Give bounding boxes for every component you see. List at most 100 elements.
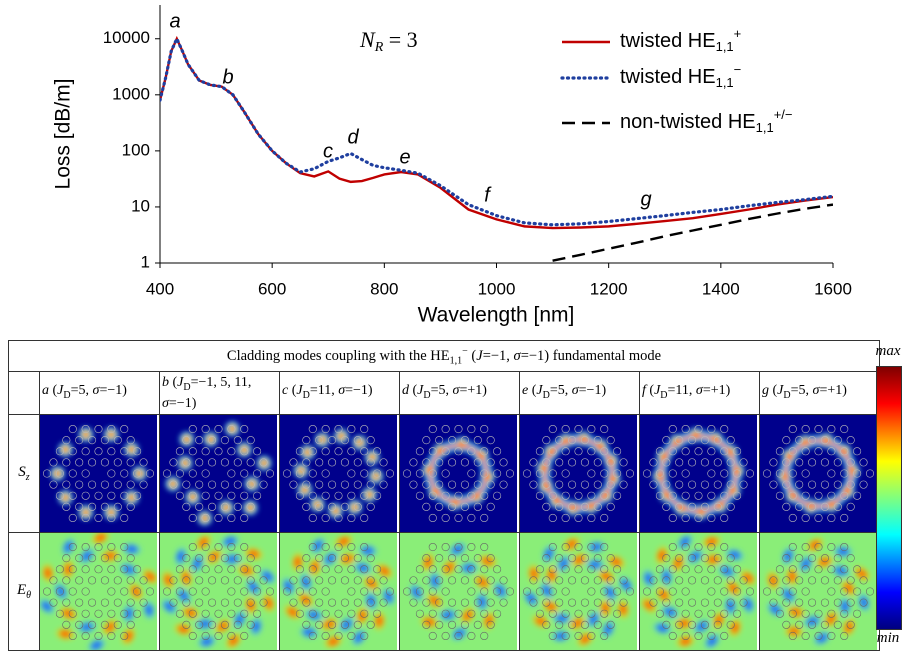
air-hole <box>188 565 197 574</box>
air-hole <box>94 609 103 618</box>
air-hole <box>454 491 463 500</box>
air-hole <box>833 576 842 585</box>
air-hole <box>808 598 817 607</box>
air-hole <box>859 576 868 585</box>
air-hole <box>801 543 810 552</box>
air-hole <box>814 631 823 640</box>
air-hole <box>720 587 729 596</box>
field-halo <box>421 553 435 572</box>
text-part: θ <box>26 590 32 601</box>
field-halo <box>308 558 322 577</box>
field-map <box>760 533 877 650</box>
air-hole <box>195 502 204 511</box>
air-hole <box>688 598 697 607</box>
air-hole <box>81 425 90 434</box>
y-tick-label: 10 <box>131 196 150 215</box>
air-hole <box>486 554 495 563</box>
air-hole <box>253 491 262 500</box>
air-hole <box>473 480 482 489</box>
air-hole <box>795 576 804 585</box>
air-hole <box>606 554 615 563</box>
air-hole <box>460 576 469 585</box>
air-hole <box>726 620 735 629</box>
air-hole <box>240 513 249 522</box>
field-blob <box>83 431 89 438</box>
air-hole <box>94 513 103 522</box>
air-hole <box>328 458 337 467</box>
air-hole <box>720 543 729 552</box>
air-hole <box>360 425 369 434</box>
text-part: f <box>642 383 646 399</box>
air-hole <box>788 469 797 478</box>
text-part: J <box>57 383 64 399</box>
air-hole <box>100 620 109 629</box>
air-hole <box>762 469 772 478</box>
air-hole <box>214 543 223 552</box>
air-hole <box>373 587 382 596</box>
air-hole <box>840 631 849 640</box>
air-hole <box>81 631 90 640</box>
air-hole <box>568 598 577 607</box>
field-cell <box>39 414 160 533</box>
air-hole <box>435 554 444 563</box>
air-hole <box>846 620 855 629</box>
nr-label: NR = 3 <box>359 27 418 55</box>
air-hole <box>42 469 52 478</box>
air-hole <box>169 458 178 467</box>
legend-name: twisted HE <box>620 30 716 52</box>
air-hole <box>315 598 324 607</box>
series-line <box>552 203 833 262</box>
field-blob <box>229 426 236 432</box>
air-hole <box>120 587 129 596</box>
air-hole <box>55 491 64 500</box>
text-part: c <box>282 383 289 399</box>
air-hole <box>726 576 735 585</box>
field-halo <box>661 605 679 619</box>
text-part: σ <box>338 383 346 399</box>
air-hole <box>182 554 191 563</box>
air-hole <box>480 565 489 574</box>
air-hole <box>328 576 337 585</box>
air-hole <box>655 469 664 478</box>
air-hole <box>182 502 191 511</box>
series-line <box>160 34 833 227</box>
peak-label: d <box>347 126 359 148</box>
air-hole <box>688 576 697 585</box>
legend-name: non-twisted HE <box>620 111 756 133</box>
air-hole <box>175 491 184 500</box>
air-hole <box>289 576 298 585</box>
air-hole <box>75 502 84 511</box>
air-hole <box>720 491 729 500</box>
air-hole <box>441 609 450 618</box>
field-cell <box>399 532 520 651</box>
field-halo <box>61 538 76 556</box>
air-hole <box>827 469 836 478</box>
air-hole <box>675 502 684 511</box>
air-hole <box>662 598 671 607</box>
air-hole <box>662 502 671 511</box>
air-hole <box>308 469 317 478</box>
air-hole <box>113 502 122 511</box>
field-background <box>280 533 397 650</box>
column-header: g (JD=5, σ=+1) <box>759 371 880 415</box>
air-hole <box>55 609 64 618</box>
field-halo <box>381 587 396 606</box>
text-part: z <box>25 472 30 483</box>
air-hole <box>720 425 729 434</box>
air-hole <box>782 598 791 607</box>
column-header: e (JD=5, σ=−1) <box>519 371 640 415</box>
field-halo <box>62 560 75 579</box>
air-hole <box>467 543 476 552</box>
air-hole <box>726 436 735 445</box>
air-hole <box>600 565 609 574</box>
field-halo <box>122 543 141 556</box>
air-hole <box>321 565 330 574</box>
air-hole <box>467 513 476 522</box>
air-hole <box>574 565 583 574</box>
field-halo <box>552 612 572 625</box>
air-hole <box>662 554 671 563</box>
corner-cell <box>8 371 40 415</box>
air-hole <box>625 587 635 596</box>
air-hole <box>259 598 268 607</box>
air-hole <box>782 554 791 563</box>
